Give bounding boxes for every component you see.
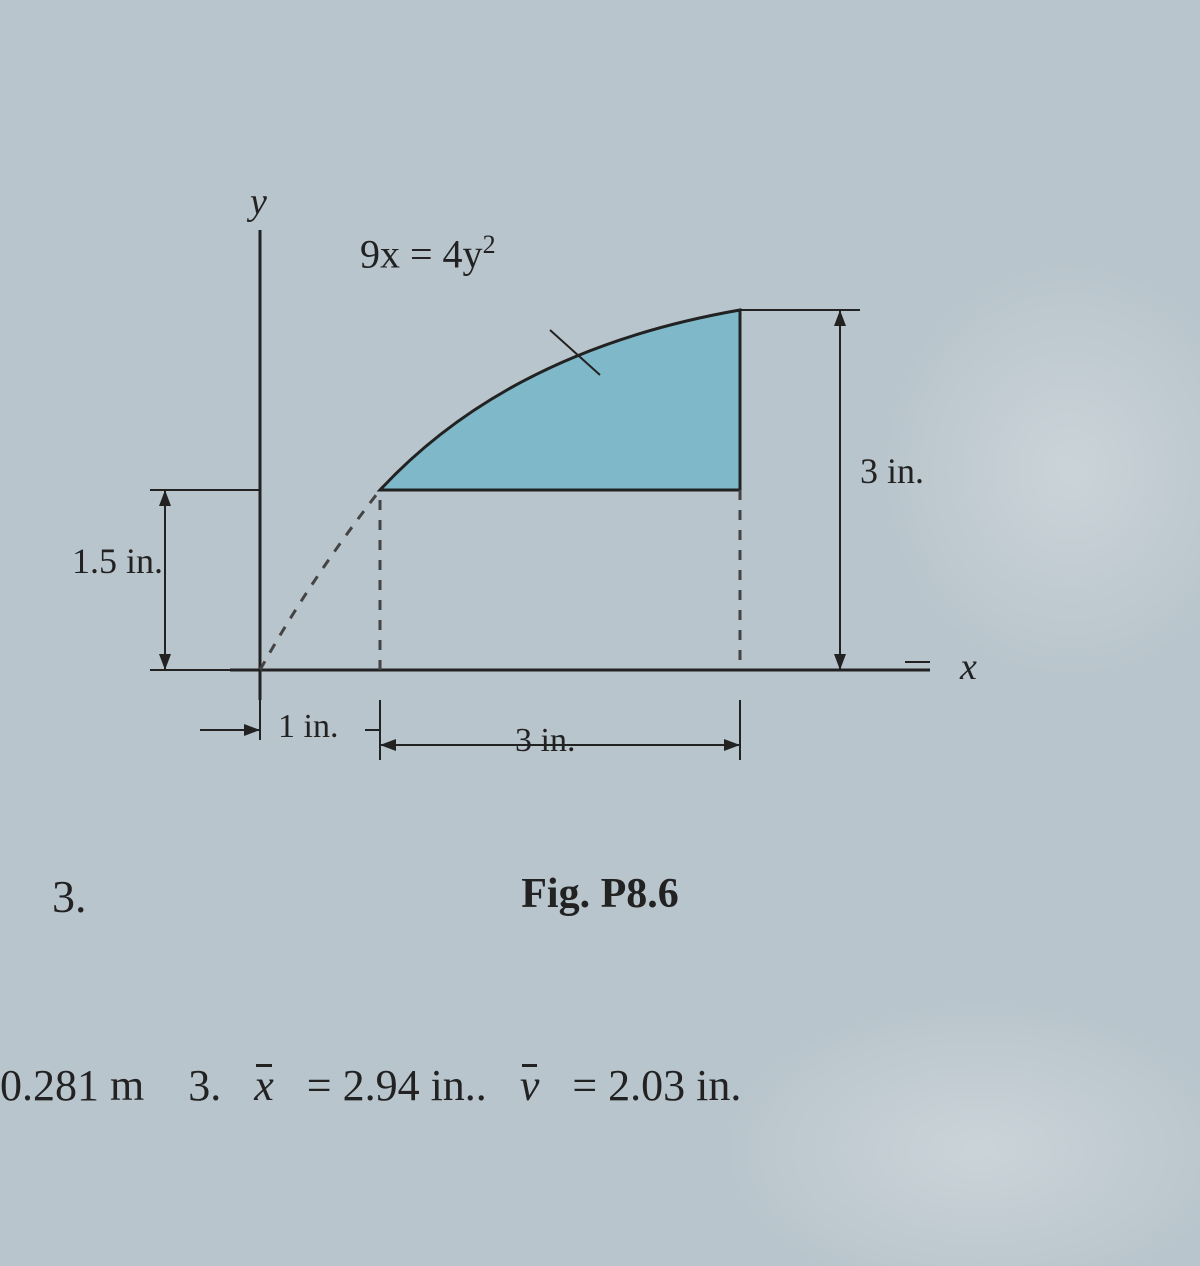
equation-exponent: 2 [483, 230, 496, 259]
dim-label-1h: 1 in. [278, 708, 338, 746]
arrowhead [380, 739, 396, 751]
equation-text: 9x = 4y [360, 231, 483, 276]
xbar-symbol: x [254, 1060, 274, 1111]
x-axis-label: x [960, 645, 977, 689]
answer-line: 0.281 m 3. x = 2.94 in.. v = 2.03 in. [0, 1060, 1200, 1111]
glare [720, 1000, 1200, 1266]
arrowhead [244, 724, 260, 736]
figure-caption: Fig. P8.6 [0, 870, 1200, 918]
page: y 9x = 4y2 1.5 in. 3 in. x 1 in. 3 in. 3… [0, 0, 1200, 1266]
answer-this-num: 3. [188, 1061, 221, 1110]
curve-dashed [260, 490, 380, 670]
ybar-symbol: v [520, 1060, 540, 1111]
dim-label-3h: 3 in. [515, 722, 575, 760]
figure-diagram: y 9x = 4y2 1.5 in. 3 in. x 1 in. 3 in. [60, 140, 1060, 800]
arrowhead [834, 310, 846, 326]
answer-prev-fragment: 0.281 m [0, 1061, 144, 1110]
arrowhead [834, 654, 846, 670]
arrowhead [159, 490, 171, 506]
y-axis-label: y [250, 180, 267, 224]
arrowhead [724, 739, 740, 751]
curve-equation: 9x = 4y2 [360, 230, 496, 277]
shaded-region [380, 310, 740, 490]
dim-label-3v: 3 in. [860, 450, 924, 492]
ybar-value: = 2.03 in. [572, 1061, 741, 1110]
xbar-value: = 2.94 in.. [307, 1061, 487, 1110]
arrowhead [159, 654, 171, 670]
dim-label-1p5: 1.5 in. [72, 540, 163, 582]
